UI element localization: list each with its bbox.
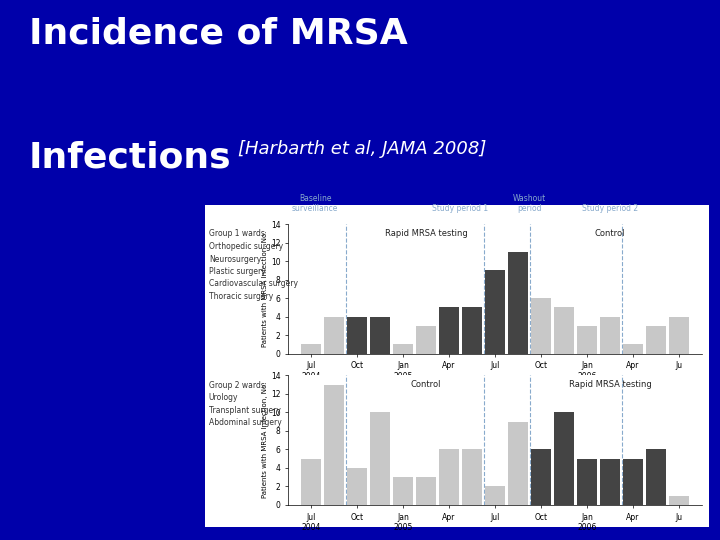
Bar bbox=[324, 316, 344, 354]
Bar bbox=[600, 458, 620, 505]
Y-axis label: Patients with MRSA Infection, No.: Patients with MRSA Infection, No. bbox=[262, 382, 268, 498]
Bar bbox=[416, 326, 436, 354]
Bar bbox=[347, 468, 367, 505]
Text: Group 2 wards
Urology
Transplant surgery
Abdominal surgery: Group 2 wards Urology Transplant surgery… bbox=[209, 381, 282, 427]
Bar bbox=[439, 307, 459, 354]
Text: Rapid MRSA testing: Rapid MRSA testing bbox=[569, 380, 652, 389]
Bar bbox=[554, 307, 574, 354]
Y-axis label: Patients with MRSA Infection, No.: Patients with MRSA Infection, No. bbox=[262, 231, 268, 347]
Bar bbox=[669, 316, 689, 354]
Bar bbox=[623, 345, 643, 354]
Bar bbox=[370, 316, 390, 354]
Bar bbox=[577, 458, 597, 505]
Bar bbox=[508, 422, 528, 505]
Bar bbox=[600, 316, 620, 354]
Text: Washout
period: Washout period bbox=[513, 194, 546, 213]
Bar bbox=[554, 413, 574, 505]
Bar bbox=[462, 449, 482, 505]
Text: Rapid MRSA testing: Rapid MRSA testing bbox=[384, 229, 467, 238]
Bar bbox=[485, 271, 505, 354]
Text: Incidence of MRSA: Incidence of MRSA bbox=[29, 16, 408, 50]
Bar bbox=[669, 496, 689, 505]
Bar bbox=[646, 449, 666, 505]
Bar bbox=[393, 477, 413, 505]
Bar bbox=[508, 252, 528, 354]
Text: Control: Control bbox=[595, 229, 625, 238]
Bar bbox=[577, 326, 597, 354]
Text: Baseline
surveillance: Baseline surveillance bbox=[292, 194, 338, 213]
Bar bbox=[646, 326, 666, 354]
Bar bbox=[370, 413, 390, 505]
Bar bbox=[301, 345, 321, 354]
Bar bbox=[439, 449, 459, 505]
Text: Study period 1: Study period 1 bbox=[433, 204, 489, 213]
Bar bbox=[416, 477, 436, 505]
Text: Study period 2: Study period 2 bbox=[582, 204, 638, 213]
Text: Group 1 wards
Orthopedic surgery
Neurosurgery
Plastic surgery
Cardiovascular sur: Group 1 wards Orthopedic surgery Neurosu… bbox=[209, 230, 298, 301]
Bar bbox=[324, 384, 344, 505]
Text: Control: Control bbox=[410, 380, 441, 389]
Text: [Harbarth et al, JAMA 2008]: [Harbarth et al, JAMA 2008] bbox=[238, 140, 486, 158]
Bar bbox=[531, 298, 551, 354]
Bar bbox=[301, 458, 321, 505]
Bar bbox=[485, 487, 505, 505]
Bar bbox=[462, 307, 482, 354]
Bar bbox=[531, 449, 551, 505]
Bar bbox=[393, 345, 413, 354]
Text: Infections: Infections bbox=[29, 140, 231, 174]
Bar bbox=[347, 316, 367, 354]
Bar bbox=[623, 458, 643, 505]
